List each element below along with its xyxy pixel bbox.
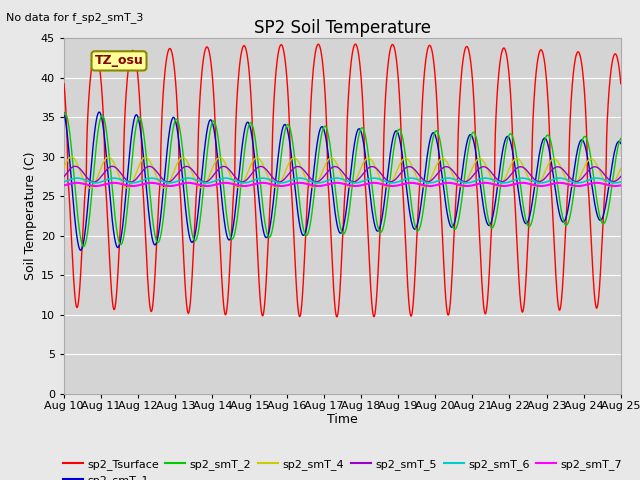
sp2_smT_2 <box>322 124 330 130</box>
Title: SP2 Soil Temperature: SP2 Soil Temperature <box>254 19 431 37</box>
Line: sp2_Tsurface: sp2_Tsurface <box>64 44 621 317</box>
sp2_smT_5 <box>616 174 624 180</box>
sp2_smT_6 <box>322 179 330 184</box>
sp2_smT_5 <box>60 174 68 180</box>
sp2_smT_7 <box>500 183 508 189</box>
sp2_smT_6 <box>499 180 506 186</box>
sp2_smT_5 <box>617 174 625 180</box>
Line: sp2_smT_2: sp2_smT_2 <box>64 113 621 247</box>
sp2_smT_1 <box>617 141 625 146</box>
sp2_smT_2 <box>617 135 625 141</box>
sp2_smT_5 <box>468 175 476 180</box>
sp2_smT_2 <box>80 244 88 250</box>
sp2_smT_5 <box>322 171 330 177</box>
sp2_smT_7 <box>616 182 624 188</box>
Line: sp2_smT_7: sp2_smT_7 <box>64 183 621 186</box>
sp2_smT_4 <box>616 167 624 172</box>
sp2_smT_4 <box>436 156 444 162</box>
sp2_smT_4 <box>617 166 625 171</box>
sp2_smT_5 <box>71 163 79 169</box>
sp2_smT_2 <box>60 112 68 118</box>
sp2_smT_5 <box>499 179 507 184</box>
sp2_Tsurface <box>160 79 168 84</box>
sp2_smT_2 <box>61 110 69 116</box>
sp2_smT_1 <box>95 109 103 115</box>
sp2_smT_1 <box>60 110 68 116</box>
sp2_smT_6 <box>436 177 444 183</box>
sp2_smT_4 <box>60 165 68 170</box>
Line: sp2_smT_5: sp2_smT_5 <box>64 166 621 182</box>
sp2_Tsurface <box>616 75 624 81</box>
sp2_smT_7 <box>436 181 444 187</box>
X-axis label: Time: Time <box>327 413 358 426</box>
sp2_smT_4 <box>68 154 76 160</box>
sp2_Tsurface <box>617 81 625 86</box>
sp2_smT_1 <box>161 177 168 182</box>
Line: sp2_smT_1: sp2_smT_1 <box>64 112 621 250</box>
sp2_smT_6 <box>617 179 625 185</box>
sp2_Tsurface <box>333 314 340 320</box>
sp2_smT_6 <box>60 179 68 185</box>
sp2_Tsurface <box>60 81 68 86</box>
sp2_smT_4 <box>499 180 507 185</box>
sp2_smT_7 <box>60 182 68 188</box>
sp2_smT_4 <box>468 168 476 173</box>
sp2_smT_7 <box>322 182 330 188</box>
sp2_smT_1 <box>616 140 624 145</box>
sp2_smT_4 <box>161 185 168 191</box>
sp2_smT_1 <box>499 146 507 152</box>
sp2_smT_6 <box>518 175 526 181</box>
sp2_Tsurface <box>499 46 507 52</box>
Text: No data for f_sp2_smT_3: No data for f_sp2_smT_3 <box>6 12 144 23</box>
Text: TZ_osu: TZ_osu <box>95 54 143 67</box>
sp2_Tsurface <box>436 197 444 203</box>
sp2_smT_2 <box>499 164 507 170</box>
sp2_smT_1 <box>468 132 476 138</box>
sp2_smT_6 <box>616 179 624 185</box>
sp2_smT_2 <box>161 207 168 213</box>
sp2_smT_5 <box>90 179 97 185</box>
sp2_Tsurface <box>468 65 476 71</box>
Y-axis label: Soil Temperature (C): Soil Temperature (C) <box>24 152 36 280</box>
sp2_smT_7 <box>499 183 506 189</box>
sp2_smT_6 <box>160 179 168 185</box>
sp2_smT_7 <box>467 183 475 189</box>
Legend: sp2_Tsurface, sp2_smT_1, sp2_smT_2, sp2_smT_4, sp2_smT_5, sp2_smT_6, sp2_smT_7: sp2_Tsurface, sp2_smT_1, sp2_smT_2, sp2_… <box>58 454 627 480</box>
sp2_smT_5 <box>161 178 168 183</box>
Line: sp2_smT_6: sp2_smT_6 <box>64 178 621 183</box>
Line: sp2_smT_4: sp2_smT_4 <box>64 157 621 188</box>
sp2_smT_1 <box>436 161 444 167</box>
sp2_smT_4 <box>322 161 330 167</box>
sp2_smT_6 <box>500 180 508 186</box>
sp2_smT_2 <box>616 136 624 142</box>
sp2_smT_2 <box>468 132 476 138</box>
sp2_smT_1 <box>77 247 84 253</box>
sp2_smT_1 <box>322 135 330 141</box>
sp2_smT_4 <box>86 185 93 191</box>
sp2_smT_7 <box>160 182 168 188</box>
sp2_smT_2 <box>436 141 444 146</box>
sp2_smT_5 <box>436 167 444 173</box>
sp2_smT_7 <box>617 182 625 188</box>
sp2_smT_7 <box>518 180 526 186</box>
sp2_smT_6 <box>467 180 475 185</box>
sp2_Tsurface <box>351 41 359 47</box>
sp2_Tsurface <box>322 99 330 105</box>
